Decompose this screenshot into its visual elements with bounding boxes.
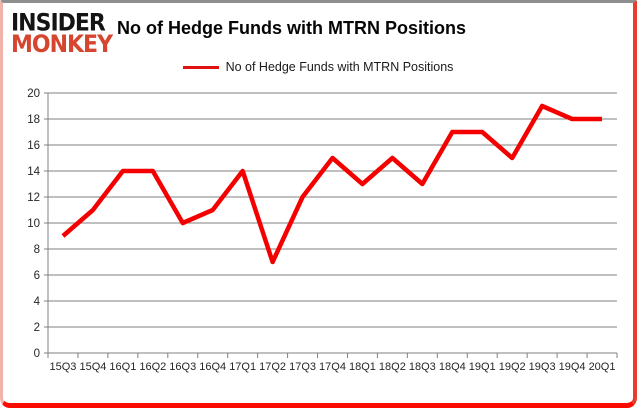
x-tick-label: 17Q3	[289, 361, 316, 373]
x-tick-label: 20Q1	[589, 361, 616, 373]
legend: No of Hedge Funds with MTRN Positions	[3, 60, 633, 74]
insider-monkey-logo: INSIDER MONKEY	[11, 9, 121, 59]
x-tick-label: 17Q2	[259, 361, 286, 373]
y-tick-label: 18	[27, 114, 40, 126]
legend-line-swatch	[182, 65, 219, 69]
x-tick-label: 19Q1	[469, 361, 496, 373]
data-line	[61, 103, 603, 265]
legend-label: No of Hedge Funds with MTRN Positions	[225, 60, 454, 74]
y-tick-label: 6	[34, 270, 40, 282]
x-tick-label: 16Q2	[139, 361, 166, 373]
x-tick-label: 16Q4	[199, 361, 226, 373]
x-tick-label: 17Q1	[229, 361, 256, 373]
y-tick-label: 16	[27, 140, 40, 152]
y-tick-label: 4	[34, 296, 41, 308]
x-tick-label: 19Q3	[529, 361, 556, 373]
y-tick-label: 8	[34, 244, 40, 256]
y-tick-label: 10	[27, 218, 40, 230]
y-tick-label: 2	[34, 322, 40, 334]
y-tick-label: 20	[27, 88, 40, 100]
x-tick-label: 18Q4	[439, 361, 466, 373]
x-tick-label: 15Q4	[79, 361, 106, 373]
x-tick-label: 16Q1	[109, 361, 136, 373]
x-tick-label: 18Q3	[409, 361, 436, 373]
x-tick-label: 18Q2	[379, 361, 406, 373]
x-tick-label: 18Q1	[349, 361, 376, 373]
chart-title: No of Hedge Funds with MTRN Positions	[117, 18, 466, 38]
x-tick-label: 17Q4	[319, 361, 346, 373]
x-tick-label: 15Q3	[50, 361, 77, 373]
logo-line-monkey: MONKEY	[11, 31, 113, 59]
line-chart: 0 2 4 6 8 10 12 14 16 18 20 15Q3 15Q4 16Q1 16Q2 16Q3 16Q…	[27, 88, 618, 373]
x-tick-label: 19Q4	[559, 361, 586, 373]
y-tick-label: 14	[27, 166, 40, 178]
x-tick-label: 19Q2	[499, 361, 526, 373]
x-tick-label: 16Q3	[169, 361, 196, 373]
logo-line-insider: INSIDER	[11, 9, 106, 37]
y-tick-label: 12	[27, 192, 40, 204]
y-tick-label: 0	[34, 348, 40, 360]
